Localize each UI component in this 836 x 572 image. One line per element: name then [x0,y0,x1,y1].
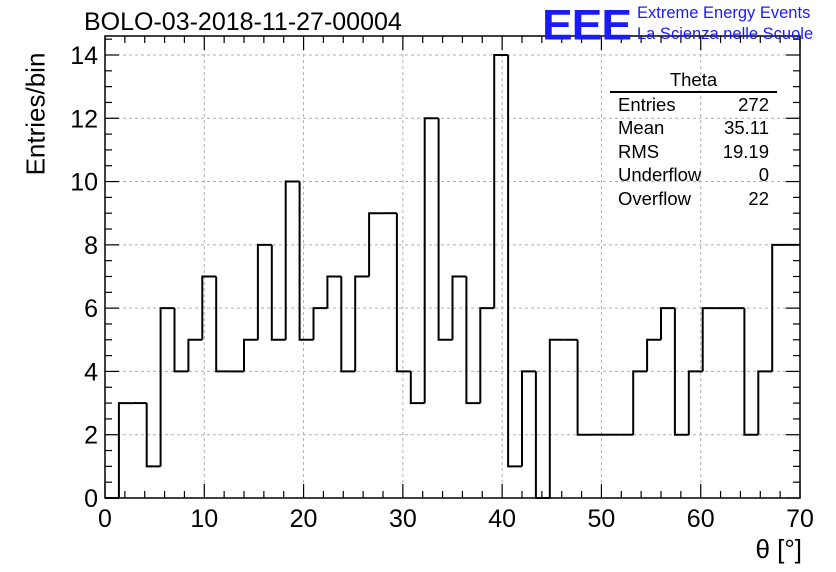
stats-label: Underflow [618,164,702,186]
histogram-bin [548,338,564,498]
stats-row-underflow: Underflow 0 [610,163,777,186]
histogram-bin [437,118,453,341]
histogram-bin [757,370,773,435]
stats-value: 272 [738,94,769,115]
x-tick-label: 20 [290,505,318,533]
y-axis-label: Entries/bin [20,52,51,176]
histogram-bin [465,276,481,405]
stats-value: 0 [758,164,769,186]
y-tick-label: 6 [84,295,98,323]
stats-label: Overflow [618,187,691,209]
histogram-bin [284,180,300,340]
histogram-bin [243,338,258,372]
histogram-bin [451,275,467,340]
stats-value: 22 [748,187,769,209]
histogram-bin [632,370,648,435]
y-tick-label: 0 [84,485,98,513]
histogram-bin [173,308,189,373]
histogram-bin [479,307,495,404]
y-tick-label: 10 [70,169,98,197]
run-title: BOLO-03-2018-11-27-00004 [84,8,402,36]
histogram-bin [270,244,286,341]
stats-row-rms: RMS 19.19 [610,140,777,163]
histogram-bin [771,243,787,372]
histogram-bin [521,370,536,467]
histogram-bin [201,275,217,340]
x-tick-label: 40 [488,505,516,533]
histogram-bin [687,370,703,435]
histogram-bin [298,181,314,341]
logo-caption: Extreme Energy Events La Scienza nelle S… [637,3,813,45]
plot-frame [104,35,801,499]
histogram-bin [312,307,328,340]
histogram-bin [368,212,383,277]
y-tick-label: 12 [70,105,98,133]
x-tick-label: 10 [190,505,218,533]
x-tick-label: 50 [588,505,616,533]
y-tick-label: 14 [70,42,98,70]
histogram-bin [507,54,522,468]
histogram-bin [145,403,161,468]
stats-row-entries: Entries 272 [610,93,777,116]
histogram-bin [326,275,342,309]
histogram-bin [576,339,592,436]
y-tick-label: 4 [84,358,98,386]
x-tick-label: 60 [687,505,715,533]
histogram-bin [701,307,717,372]
histogram-bin [395,213,411,373]
y-tick-label: 8 [84,232,98,260]
histogram-bin [215,276,231,373]
logo-caption-line2: La Scienza nelle Scuole [637,25,814,43]
stats-row-overflow: Overflow 22 [610,187,777,210]
stats-label: Entries [618,94,676,115]
x-tick-label: 70 [786,505,814,533]
histogram-bin [423,117,439,404]
x-axis-label: θ [°] [755,534,802,564]
stats-row-mean: Mean 35.11 [610,116,777,139]
histogram-bin [673,308,689,436]
stats-label: Mean [618,117,665,139]
logo-caption-line1: Extreme Energy Events [637,4,811,22]
axes: 0 10 20 30 40 50 60 70 0 2 4 6 8 10 12 14 [70,35,814,533]
stats-value: 19.19 [722,140,769,162]
histogram-bin [117,402,133,498]
eee-logo: EEE [542,0,632,49]
y-tick-label: 2 [84,422,98,450]
x-tick-label: 0 [98,505,112,533]
histogram-bin [187,338,203,372]
histogram-bin [340,276,356,373]
histogram-bin [354,275,370,372]
stats-title: Theta [610,70,777,93]
histogram-bin [256,243,272,340]
histogram-bin [159,307,175,467]
stats-label: RMS [618,140,660,162]
histogram-bin [646,338,661,372]
histogram-bin [660,307,675,340]
stats-box: Theta Entries 272 Mean 35.11 RMS 19.19 U… [610,70,777,210]
histogram-bin [743,308,759,436]
histogram-bin [409,371,425,405]
histogram-bin [493,53,509,309]
stats-value: 35.11 [724,117,769,139]
x-tick-label: 30 [389,505,417,533]
